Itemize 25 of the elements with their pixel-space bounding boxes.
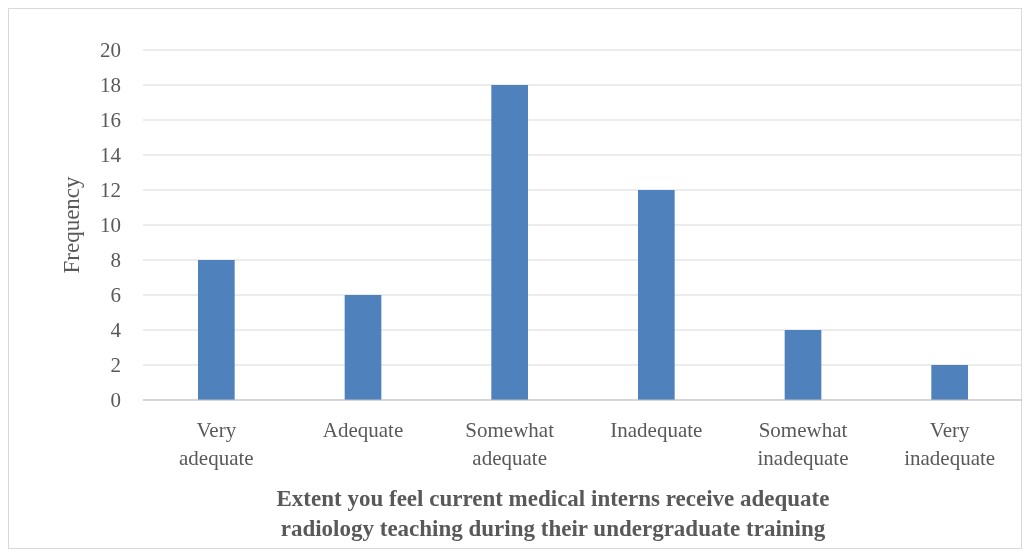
bar [344, 295, 382, 400]
bar [931, 365, 968, 400]
x-tick-label: Very inadequate [904, 418, 996, 470]
bar [784, 330, 822, 400]
y-tick-label: 4 [110, 318, 122, 343]
y-tick-label: 20 [100, 38, 121, 63]
x-tick-label: Inadequate [610, 418, 703, 442]
bar [198, 260, 235, 400]
bar [638, 190, 675, 400]
y-tick-label: 16 [100, 108, 121, 133]
x-axis-title: Extent you feel current medical interns receive adequate radiology teaching during their undergraduate training [276, 486, 830, 541]
y-axis-title: Frequency [59, 175, 84, 274]
x-tick-label: Adequate [322, 418, 404, 442]
x-tick-label: Somewhat inadequate [757, 418, 849, 470]
x-tick-label: Very adequate [179, 418, 254, 470]
y-tick-label: 0 [110, 388, 121, 413]
bar [491, 85, 528, 400]
x-tick-label: Somewhat adequate [465, 418, 555, 470]
y-tick-label: 6 [110, 283, 121, 308]
y-tick-label: 10 [100, 213, 121, 238]
y-tick-label: 14 [100, 143, 122, 168]
y-tick-label: 8 [110, 248, 121, 273]
y-tick-label: 12 [100, 178, 121, 203]
y-tick-label: 2 [110, 353, 121, 378]
y-tick-label: 18 [100, 73, 121, 98]
